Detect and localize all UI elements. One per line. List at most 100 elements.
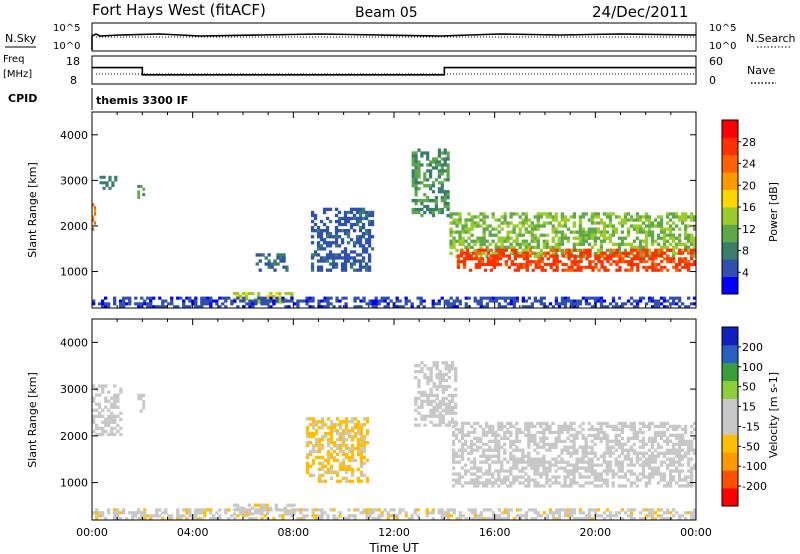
power-cell: [557, 248, 561, 252]
velocity-cell: [429, 373, 433, 377]
velocity-cell: [458, 514, 462, 518]
velocity-cell: [638, 457, 642, 461]
velocity-cell: [305, 452, 310, 457]
power-cell: [674, 251, 679, 256]
power-cell: [509, 299, 513, 303]
velocity-cell: [527, 442, 531, 446]
velocity-cell: [347, 449, 352, 454]
velocity-cell: [362, 473, 367, 477]
velocity-cell: [617, 421, 621, 426]
power-cell: [296, 305, 300, 309]
power-cell: [443, 169, 447, 173]
velocity-cell: [575, 430, 579, 435]
velocity-cell: [563, 469, 567, 473]
velocity-cell: [680, 436, 685, 440]
power-cell: [650, 236, 655, 240]
power-cell: [482, 296, 486, 300]
power-cell: [651, 268, 655, 272]
velocity-cell: [314, 443, 319, 448]
power-cell: [417, 160, 421, 164]
power-cell: [572, 212, 576, 216]
velocity-cell: [104, 405, 108, 409]
velocity-cell: [587, 457, 591, 461]
power-cell: [506, 224, 510, 228]
velocity-cell: [533, 511, 537, 515]
velocity-cell: [581, 484, 585, 488]
power-cell: [662, 236, 667, 240]
power-cell: [567, 265, 571, 269]
velocity-cell: [491, 454, 495, 458]
velocity-cell: [95, 508, 99, 512]
velocity-cell: [530, 460, 534, 464]
velocity-cell: [521, 481, 525, 485]
velocity-cell: [92, 414, 96, 418]
power-cell: [334, 207, 339, 211]
power-cell: [245, 302, 249, 306]
velocity-cell: [476, 421, 480, 426]
power-cell: [417, 210, 421, 215]
freq-tick-bottom: 8: [70, 74, 77, 87]
power-cell: [602, 221, 607, 225]
velocity-cell: [500, 481, 504, 485]
power-cell: [113, 302, 117, 306]
power-cell: [328, 232, 333, 236]
velocity-cell: [476, 475, 480, 479]
velocity-cell: [429, 408, 433, 412]
power-cell: [656, 305, 661, 309]
power-cell: [464, 221, 468, 225]
power-cell: [417, 172, 421, 176]
power-cell: [404, 302, 408, 306]
velocity-cell: [447, 423, 452, 427]
power-cell: [612, 254, 616, 258]
velocity-cell: [311, 435, 316, 439]
velocity-cell: [677, 454, 682, 458]
velocity-cell: [581, 445, 585, 449]
velocity-cell: [593, 442, 597, 446]
power-cell: [654, 251, 658, 255]
power-cell: [361, 259, 366, 263]
power-cell: [618, 265, 622, 269]
velocity-cell: [437, 508, 441, 512]
velocity-cell: [590, 427, 594, 432]
velocity-cell: [161, 517, 165, 521]
velocity-cell: [467, 445, 471, 449]
power-cell: [593, 239, 597, 243]
velocity-cell: [241, 506, 246, 510]
power-cell: [629, 296, 634, 300]
power-cell: [477, 260, 482, 264]
velocity-cell: [182, 508, 186, 512]
power-cell: [506, 296, 510, 300]
power-cell: [684, 260, 688, 264]
velocity-cell: [677, 442, 682, 446]
velocity-cell: [338, 461, 343, 466]
power-cell: [440, 163, 444, 167]
power-cell: [542, 233, 546, 237]
velocity-cell: [438, 370, 442, 374]
velocity-cell: [690, 424, 694, 429]
power-cell: [693, 254, 697, 259]
power-cell: [578, 233, 582, 237]
velocity-cell: [239, 511, 243, 515]
velocity-cell: [668, 448, 673, 452]
power-cell: [358, 268, 363, 272]
velocity-cell: [683, 454, 688, 458]
power-cell: [497, 305, 501, 309]
velocity-cell: [683, 451, 688, 455]
power-cell: [260, 296, 264, 300]
power-cell: [464, 230, 468, 234]
power-cell: [492, 263, 497, 267]
power-cell: [143, 302, 147, 306]
velocity-cell: [575, 481, 579, 485]
power-cell: [543, 254, 547, 258]
power-cell: [672, 299, 676, 303]
velocity-cell: [557, 427, 561, 432]
velocity-cell: [554, 457, 558, 461]
velocity-cell: [426, 378, 430, 383]
noise-tick-left-top: 10^5: [53, 23, 80, 34]
power-cell: [326, 296, 330, 300]
velocity-cell: [482, 451, 486, 455]
velocity-cell: [347, 420, 352, 424]
power-cell: [572, 305, 577, 309]
velocity-cell: [473, 511, 477, 515]
velocity-cell: [311, 514, 315, 518]
